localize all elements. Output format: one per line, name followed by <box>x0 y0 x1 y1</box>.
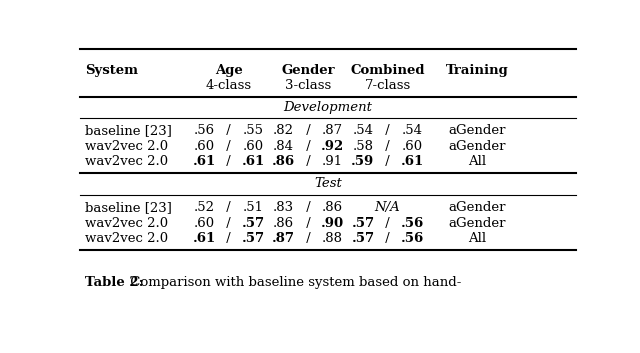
Text: .59: .59 <box>351 155 374 168</box>
Text: N/A: N/A <box>374 201 401 214</box>
Text: .61: .61 <box>242 155 265 168</box>
Text: .55: .55 <box>243 124 264 137</box>
Text: wav2vec 2.0: wav2vec 2.0 <box>85 140 168 153</box>
Text: .91: .91 <box>322 155 343 168</box>
Text: 3-class: 3-class <box>285 79 332 92</box>
Text: .92: .92 <box>321 140 344 153</box>
Text: .57: .57 <box>242 217 265 229</box>
Text: 4-class: 4-class <box>205 79 252 92</box>
Text: .60: .60 <box>401 140 422 153</box>
Text: .84: .84 <box>273 140 294 153</box>
Text: Gender: Gender <box>282 64 335 77</box>
Text: .56: .56 <box>194 124 215 137</box>
Text: Combined: Combined <box>350 64 425 77</box>
Text: /: / <box>301 217 315 229</box>
Text: .57: .57 <box>351 217 374 229</box>
Text: System: System <box>85 64 138 77</box>
Text: .60: .60 <box>194 140 215 153</box>
Text: .86: .86 <box>273 217 294 229</box>
Text: Test: Test <box>314 177 342 190</box>
Text: /: / <box>222 217 236 229</box>
Text: /: / <box>381 217 394 229</box>
Text: .52: .52 <box>194 201 215 214</box>
Text: .90: .90 <box>321 217 344 229</box>
Text: .82: .82 <box>273 124 294 137</box>
Text: .87: .87 <box>272 232 295 245</box>
Text: /: / <box>222 201 236 214</box>
Text: /: / <box>381 124 394 137</box>
Text: .57: .57 <box>351 232 374 245</box>
Text: aGender: aGender <box>448 140 506 153</box>
Text: /: / <box>381 140 394 153</box>
Text: wav2vec 2.0: wav2vec 2.0 <box>85 217 168 229</box>
Text: .86: .86 <box>272 155 295 168</box>
Text: wav2vec 2.0: wav2vec 2.0 <box>85 155 168 168</box>
Text: aGender: aGender <box>448 217 506 229</box>
Text: /: / <box>222 232 236 245</box>
Text: /: / <box>222 155 236 168</box>
Text: .61: .61 <box>401 155 424 168</box>
Text: .87: .87 <box>322 124 343 137</box>
Text: /: / <box>301 155 315 168</box>
Text: .61: .61 <box>193 232 216 245</box>
Text: aGender: aGender <box>448 124 506 137</box>
Text: .54: .54 <box>401 124 422 137</box>
Text: .60: .60 <box>243 140 264 153</box>
Text: /: / <box>301 201 315 214</box>
Text: /: / <box>381 155 394 168</box>
Text: Comparison with baseline system based on hand-: Comparison with baseline system based on… <box>125 276 461 289</box>
Text: /: / <box>222 124 236 137</box>
Text: /: / <box>301 124 315 137</box>
Text: .60: .60 <box>194 217 215 229</box>
Text: .54: .54 <box>353 124 374 137</box>
Text: All: All <box>468 232 486 245</box>
Text: Age: Age <box>215 64 243 77</box>
Text: Development: Development <box>284 101 372 114</box>
Text: Training: Training <box>445 64 508 77</box>
Text: .61: .61 <box>193 155 216 168</box>
Text: .58: .58 <box>353 140 374 153</box>
Text: 7-class: 7-class <box>364 79 411 92</box>
Text: All: All <box>468 155 486 168</box>
Text: .86: .86 <box>322 201 343 214</box>
Text: .56: .56 <box>401 232 424 245</box>
Text: /: / <box>381 232 394 245</box>
Text: baseline [23]: baseline [23] <box>85 124 172 137</box>
Text: .56: .56 <box>401 217 424 229</box>
Text: .51: .51 <box>243 201 264 214</box>
Text: aGender: aGender <box>448 201 506 214</box>
Text: wav2vec 2.0: wav2vec 2.0 <box>85 232 168 245</box>
Text: .83: .83 <box>273 201 294 214</box>
Text: Table 2:: Table 2: <box>85 276 143 289</box>
Text: .88: .88 <box>322 232 343 245</box>
Text: /: / <box>301 232 315 245</box>
Text: baseline [23]: baseline [23] <box>85 201 172 214</box>
Text: /: / <box>301 140 315 153</box>
Text: .57: .57 <box>242 232 265 245</box>
Text: /: / <box>222 140 236 153</box>
